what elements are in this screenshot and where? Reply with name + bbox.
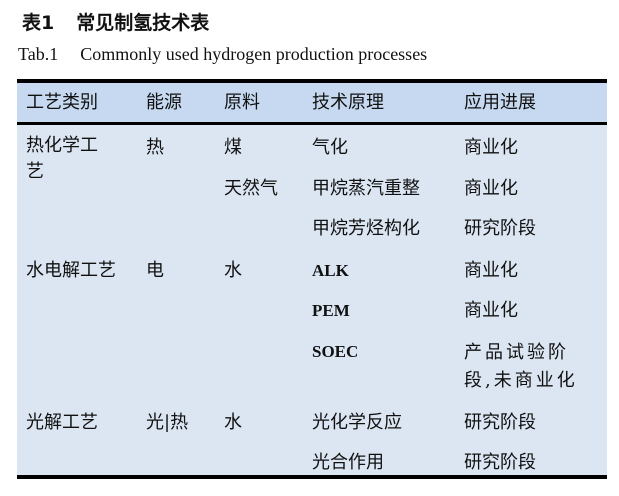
table-cell-progress: 商业化 [464, 137, 518, 158]
table-cell-category: 光解工艺 [26, 412, 98, 433]
table-cell-material: 天然气 [224, 178, 278, 199]
header-cell: 能源 [146, 92, 182, 113]
table-cell-category: 热化学工艺 [26, 135, 98, 182]
hydrogen-process-table: 工艺类别 能源 原料 技术原理 应用进展 热化学工艺热煤气化 商业化 天然气 甲烷蒸汽重整 商业… [17, 79, 607, 479]
caption-number-en: Tab.1 [18, 44, 59, 64]
table-cell-principle: 气化 [312, 137, 348, 158]
table-cell-progress: 产品试验阶段,未商业化 [464, 342, 578, 391]
table-cell-progress: 研究阶段 [464, 218, 536, 239]
table-cell-progress: 商业化 [464, 260, 518, 281]
table-cell-material: 煤 [224, 137, 242, 158]
header-cell: 应用进展 [464, 92, 536, 113]
table-cell-principle: ALK [312, 261, 349, 280]
table-cell-progress: 商业化 [464, 300, 518, 321]
caption-number-cn: 表1 [22, 12, 55, 34]
table-cell-principle: 光化学反应 [312, 412, 402, 433]
header-cell: 原料 [224, 92, 260, 113]
table-cell-principle: SOEC [312, 342, 359, 361]
table-cell-category: 水电解工艺 [26, 260, 116, 281]
header-cell: 技术原理 [312, 92, 384, 113]
table-cell-energy: 光|热 [146, 412, 189, 433]
table-cell-material: 水 [224, 412, 242, 433]
table-cell-principle: PEM [312, 301, 350, 320]
table-cell-principle: 光合作用 [312, 452, 384, 473]
table-cell-energy: 热 [146, 137, 164, 158]
table-cell-progress: 研究阶段 [464, 452, 536, 473]
table-cell-principle: 甲烷蒸汽重整 [312, 178, 420, 199]
table-caption-en: Tab.1 Commonly used hydrogen production p… [18, 44, 427, 65]
table-cell-progress: 商业化 [464, 178, 518, 199]
table-caption-cn: 表1 常见制氢技术表 [22, 8, 209, 35]
caption-title-en: Commonly used hydrogen production proces… [80, 44, 428, 64]
header-cell: 工艺类别 [26, 92, 98, 113]
table-cell-material: 水 [224, 260, 242, 281]
table-cell-energy: 电 [146, 260, 164, 281]
caption-title-cn: 常见制氢技术表 [76, 12, 210, 34]
table-cell-progress: 研究阶段 [464, 412, 536, 433]
table-header-row: 工艺类别 能源 原料 技术原理 应用进展 [17, 83, 607, 125]
table-cell-principle: 甲烷芳烃构化 [312, 218, 420, 239]
